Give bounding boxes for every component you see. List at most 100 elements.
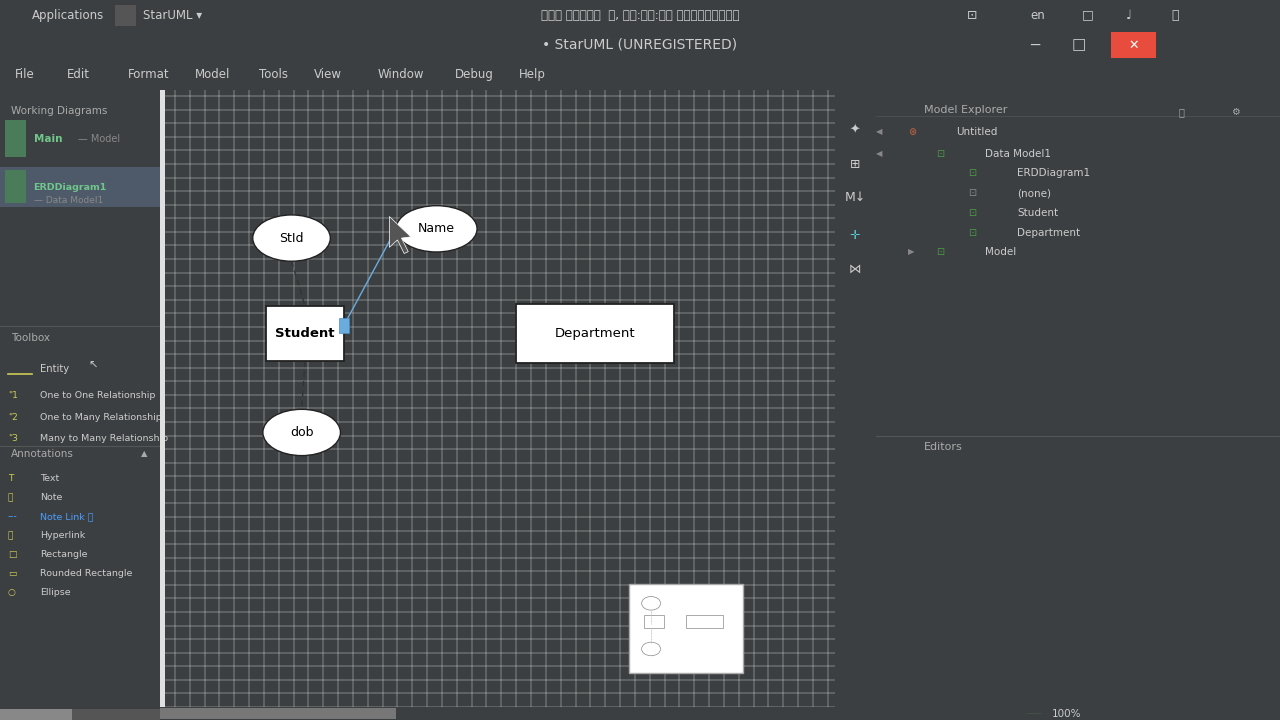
Text: ↖: ↖ — [88, 361, 97, 371]
Text: Student: Student — [275, 327, 335, 341]
Text: 🔍: 🔍 — [1179, 107, 1185, 117]
Text: 100%: 100% — [1052, 708, 1082, 719]
Text: Rounded Rectangle: Rounded Rectangle — [40, 569, 132, 577]
Text: Note Link 🔒: Note Link 🔒 — [40, 512, 93, 521]
Ellipse shape — [262, 409, 340, 456]
Polygon shape — [389, 217, 411, 253]
Text: ⊡: ⊡ — [969, 168, 977, 179]
Text: StId: StId — [279, 232, 303, 245]
Text: ⊡: ⊡ — [969, 208, 977, 218]
Text: dob: dob — [289, 426, 314, 439]
Text: — Data Model1: — Data Model1 — [33, 196, 102, 204]
Text: Rectangle: Rectangle — [40, 550, 87, 559]
FancyBboxPatch shape — [5, 170, 26, 203]
Text: Untitled: Untitled — [956, 127, 998, 137]
Ellipse shape — [396, 206, 477, 252]
FancyBboxPatch shape — [0, 708, 160, 720]
FancyBboxPatch shape — [160, 708, 396, 719]
Text: ---: --- — [8, 512, 18, 521]
Text: File: File — [15, 68, 35, 81]
Text: Text: Text — [40, 474, 59, 483]
Text: ⬛: ⬛ — [8, 531, 13, 540]
Text: One to Many Relationship: One to Many Relationship — [40, 413, 161, 421]
Text: (none): (none) — [1018, 188, 1051, 198]
Text: ✛: ✛ — [850, 228, 860, 241]
Text: Toolbox: Toolbox — [12, 333, 50, 343]
Text: Student: Student — [1018, 208, 1059, 218]
FancyBboxPatch shape — [339, 318, 348, 333]
Text: Note: Note — [40, 493, 63, 503]
Text: ⊛: ⊛ — [908, 127, 916, 137]
Text: Data Model1: Data Model1 — [984, 148, 1051, 158]
FancyBboxPatch shape — [516, 305, 675, 363]
Text: Window: Window — [378, 68, 424, 81]
Text: ♩: ♩ — [1126, 9, 1133, 22]
FancyBboxPatch shape — [0, 708, 72, 720]
Text: Ellipse: Ellipse — [40, 588, 70, 597]
Text: Many to Many Relationship: Many to Many Relationship — [40, 434, 168, 443]
Text: □: □ — [1082, 9, 1093, 22]
Text: Hyperlink: Hyperlink — [40, 531, 86, 540]
Text: Help: Help — [518, 68, 545, 81]
FancyBboxPatch shape — [628, 584, 744, 673]
Text: T: T — [8, 474, 13, 483]
Text: Name: Name — [419, 222, 456, 235]
Text: ▭: ▭ — [8, 569, 17, 577]
FancyBboxPatch shape — [5, 120, 26, 158]
Text: ⊡: ⊡ — [969, 188, 977, 198]
Text: Annotations: Annotations — [12, 449, 74, 459]
Text: ⋈: ⋈ — [849, 263, 861, 276]
Text: ⚙: ⚙ — [1231, 107, 1240, 117]
Text: ○: ○ — [8, 588, 15, 597]
Text: Format: Format — [128, 68, 170, 81]
Text: ⬜: ⬜ — [8, 493, 13, 503]
Text: ◀: ◀ — [876, 127, 882, 136]
Text: Debug: Debug — [454, 68, 493, 81]
Text: Department: Department — [1018, 228, 1080, 238]
Text: StarUML ▾: StarUML ▾ — [143, 9, 202, 22]
Text: Tools: Tools — [259, 68, 288, 81]
Text: M↓: M↓ — [845, 192, 865, 204]
Text: ─: ─ — [1029, 37, 1039, 53]
Text: One to One Relationship: One to One Relationship — [40, 391, 155, 400]
Text: "1: "1 — [8, 391, 18, 400]
Text: Department: Department — [554, 327, 635, 341]
Text: ⊡: ⊡ — [936, 148, 945, 158]
Text: রবি জুলাই  ১, ১২:২৮:৩২ পূর্বাহ্ণ: রবি জুলাই ১, ১২:২৮:৩২ পূর্বাহ্ণ — [540, 9, 740, 22]
Text: □: □ — [1071, 37, 1087, 53]
Text: □: □ — [8, 550, 17, 559]
FancyBboxPatch shape — [115, 4, 136, 25]
Text: Model: Model — [984, 248, 1016, 257]
Text: "3: "3 — [8, 434, 18, 443]
Text: en: en — [1030, 9, 1046, 22]
Text: • StarUML (UNREGISTERED): • StarUML (UNREGISTERED) — [543, 38, 737, 52]
Text: Model: Model — [195, 68, 230, 81]
Text: ▶: ▶ — [908, 248, 914, 256]
Text: ⏻: ⏻ — [1171, 9, 1179, 22]
Text: Editors: Editors — [924, 441, 963, 451]
Text: "2: "2 — [8, 413, 18, 421]
FancyBboxPatch shape — [0, 167, 160, 207]
Text: Applications: Applications — [32, 9, 104, 22]
Ellipse shape — [252, 215, 330, 261]
Text: ERDDiagram1: ERDDiagram1 — [1018, 168, 1091, 179]
Text: Edit: Edit — [67, 68, 90, 81]
FancyBboxPatch shape — [1111, 32, 1156, 58]
Text: Main: Main — [33, 133, 63, 143]
Text: ✕: ✕ — [1128, 38, 1139, 52]
Text: Working Diagrams: Working Diagrams — [12, 106, 108, 116]
Text: ▲: ▲ — [141, 449, 147, 458]
Text: ⊡: ⊡ — [936, 248, 945, 257]
Text: ⊡: ⊡ — [966, 9, 977, 22]
Text: Model Explorer: Model Explorer — [924, 105, 1007, 115]
Text: ✦: ✦ — [850, 124, 860, 137]
Text: — Model: — Model — [78, 133, 120, 143]
FancyBboxPatch shape — [160, 90, 165, 707]
Text: Entity: Entity — [40, 364, 69, 374]
Text: View: View — [314, 68, 342, 81]
Text: ◀: ◀ — [876, 148, 882, 158]
Text: ⊡: ⊡ — [969, 228, 977, 238]
FancyBboxPatch shape — [266, 306, 344, 361]
Text: ERDDiagram1: ERDDiagram1 — [33, 183, 108, 192]
Text: ⊞: ⊞ — [850, 158, 860, 171]
